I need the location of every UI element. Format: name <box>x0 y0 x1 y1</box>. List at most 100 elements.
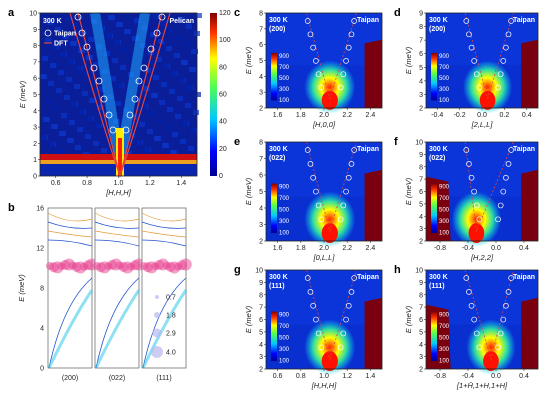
dft-dash-h <box>464 269 514 361</box>
size-legend-label-b: 4.0 <box>166 350 176 357</box>
y-tick-label-c: 4 <box>259 74 263 81</box>
panel-frame-h <box>425 269 539 370</box>
size-legend-marker-b <box>151 346 163 358</box>
speckle-a <box>151 93 157 98</box>
colorbar-tick-g: 300 <box>279 347 290 353</box>
branch-line-b <box>47 230 93 238</box>
taipan-point-a <box>126 111 134 119</box>
speckle-a <box>126 151 132 156</box>
taipan-point-g <box>337 344 344 351</box>
panel-frame-c <box>265 12 383 109</box>
speckle-a <box>143 86 149 91</box>
y-tick-label-f: 4 <box>419 214 423 221</box>
branch-line-b <box>47 212 93 222</box>
speckle-a <box>114 40 120 45</box>
colorbar-tick-e: 300 <box>279 219 290 225</box>
taipan-point-a <box>153 29 161 37</box>
colorbar-tick-a: 20 <box>219 146 227 153</box>
instrument-label-a: Pelican <box>169 18 194 25</box>
y-tick-label-h: 2 <box>419 367 423 374</box>
speckle-a <box>99 87 105 92</box>
taipan-point-c <box>345 44 352 51</box>
colorbar-tick-g: 100 <box>279 359 290 365</box>
colorbar-tick-a: 80 <box>219 64 227 71</box>
speckle-a <box>56 88 62 93</box>
colorbar-tick-d: 900 <box>439 54 450 60</box>
taipan-point-d <box>471 58 478 64</box>
size-legend-label-b: 1.8 <box>166 313 176 320</box>
speckle-a <box>62 34 68 39</box>
speckle-a <box>48 81 54 86</box>
taipan-point-d <box>500 58 507 64</box>
y-tick-label-g: 6 <box>259 317 263 324</box>
taipan-point-c <box>307 31 314 38</box>
speckle-a <box>167 107 173 112</box>
y-axis-label-b: E (meV) <box>17 274 26 302</box>
y-tick-label-c: 7 <box>259 26 263 33</box>
taipan-point-f <box>473 202 480 209</box>
speckle-a <box>47 20 53 25</box>
speckle-a <box>144 147 150 152</box>
speckle-a <box>184 42 190 47</box>
speckle-a <box>187 85 193 90</box>
size-legend-marker-b <box>154 312 160 318</box>
speckle-a <box>165 125 171 130</box>
taipan-point-c <box>318 84 325 91</box>
legend-dft-a: DFT <box>54 41 68 48</box>
x-tick-label-a: 0.8 <box>82 180 92 187</box>
speckle-a <box>154 136 160 141</box>
speckle-a <box>124 29 130 34</box>
taipan-point-f <box>497 202 504 209</box>
sub-label-g: (111) <box>269 283 285 290</box>
mask-right-d <box>521 39 538 108</box>
speckle-a <box>40 13 46 18</box>
taipan-point-f <box>468 174 475 181</box>
speckle-a <box>185 103 191 108</box>
y-tick-label-g: 7 <box>259 305 263 312</box>
y-tick-label-h: 9 <box>419 280 423 287</box>
speckle-a <box>89 98 95 103</box>
x-tick-label-d: -0.2 <box>454 112 466 119</box>
x-tick-label-d: 0.0 <box>477 112 487 119</box>
taipan-point-f <box>508 147 514 153</box>
y-tick-label-a: 8 <box>33 43 37 50</box>
size-legend-marker-b <box>155 295 159 299</box>
colorbar-tick-d: 100 <box>439 98 450 104</box>
hot-spot-f <box>451 191 502 247</box>
taipan-point-h <box>495 344 501 351</box>
y-tick-label-f: 6 <box>419 189 423 196</box>
x-tick-label-c: 2.2 <box>342 112 352 119</box>
speckle-a <box>120 65 126 70</box>
y-tick-label-a: 7 <box>33 59 37 66</box>
taipan-point-e <box>351 147 358 153</box>
taipan-point-h <box>500 316 507 323</box>
colorbar-tick-d: 700 <box>439 65 450 71</box>
panel-frame-f <box>425 141 539 242</box>
speckle-a <box>153 75 159 80</box>
x-tick-label-d: 0.4 <box>522 112 532 119</box>
y-tick-label-d: 3 <box>419 92 423 99</box>
taipan-point-g <box>310 302 317 309</box>
x-category-b: (200) <box>62 375 78 382</box>
panel-frame-d <box>425 12 539 109</box>
taipan-point-c <box>310 44 317 51</box>
dft-dash-g <box>306 269 357 361</box>
taipan-point-c <box>313 58 319 64</box>
speckle-a <box>76 66 82 71</box>
speckle-a <box>115 101 121 106</box>
colorbar-tick-c: 900 <box>279 54 290 60</box>
branch-line-b <box>47 221 93 229</box>
taipan-point-h <box>503 302 509 309</box>
x-tick-label-e: 2.0 <box>319 245 329 252</box>
panel-label-b: b <box>8 202 15 214</box>
y-tick-label-e: 4 <box>259 206 263 213</box>
y-tick-label-d: 5 <box>419 65 423 72</box>
instrument-label-d: Taipan <box>513 17 535 24</box>
y-tick-label-a: 9 <box>33 27 37 34</box>
sub-label-h: (111) <box>429 283 445 290</box>
branch-line-b <box>47 239 93 247</box>
colorbar-tick-g: 700 <box>279 324 290 330</box>
dft-dash-c <box>306 12 357 100</box>
taipan-point-d <box>508 18 514 24</box>
branch-line-b <box>141 212 187 222</box>
